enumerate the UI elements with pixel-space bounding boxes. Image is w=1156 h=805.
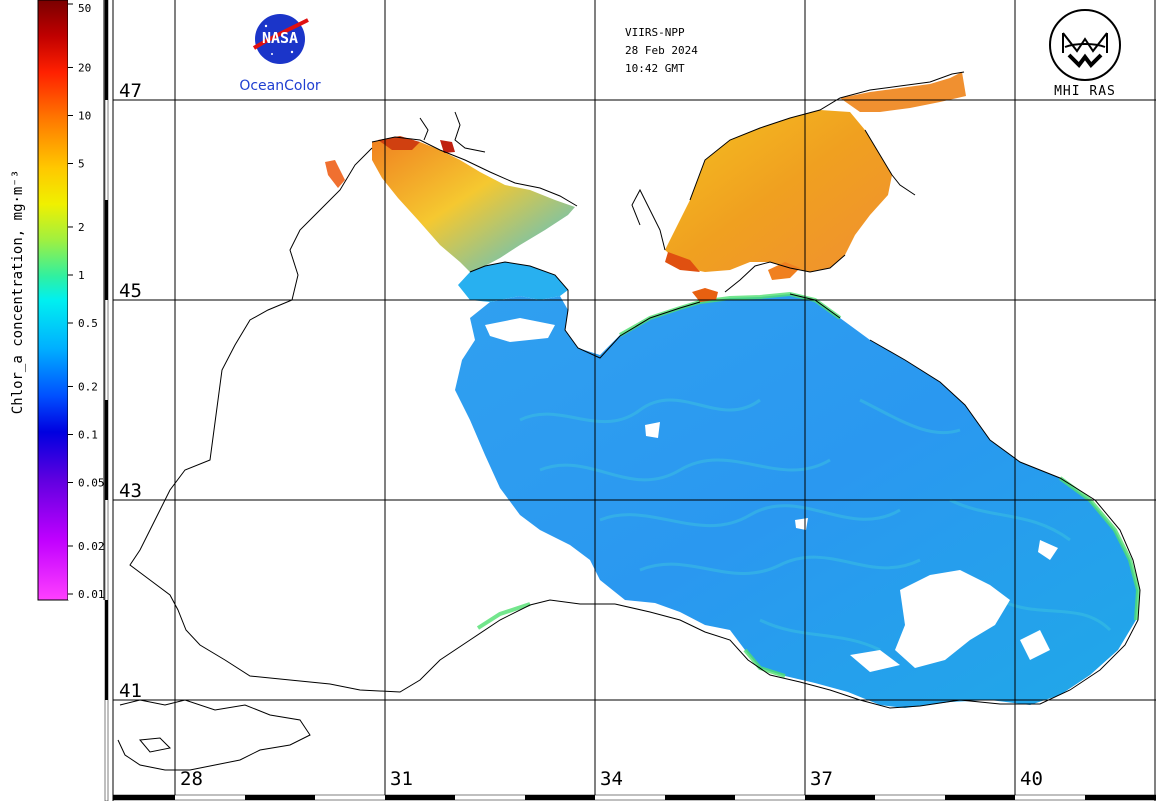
azov-sea-chlorophyll bbox=[665, 110, 892, 272]
nw-shelf-chlorophyll bbox=[372, 138, 575, 272]
graticule bbox=[113, 0, 1156, 801]
latitude-labels: 47 45 43 41 bbox=[119, 80, 142, 702]
colorbar-ticks: 50 20 10 5 2 1 0.5 0.2 0.1 0.05 0.02 0.01 bbox=[68, 2, 105, 601]
date-label: 28 Feb 2024 bbox=[625, 44, 698, 57]
mhi-ras-block: MHI RAS bbox=[1045, 8, 1125, 100]
colorbar-label-panel bbox=[68, 0, 104, 600]
kerch-strait-patch bbox=[768, 262, 800, 280]
lat-label-45: 45 bbox=[119, 280, 142, 302]
lon-label-40: 40 bbox=[1020, 768, 1043, 790]
colorbar-tick-label: 0.05 bbox=[78, 477, 105, 490]
coastlines bbox=[117, 71, 1141, 771]
colorbar-tick-label: 0.1 bbox=[78, 428, 98, 441]
cloud-gaps bbox=[485, 318, 1058, 672]
dnieper-estuary bbox=[440, 140, 455, 153]
colorbar-tick-label: 0.02 bbox=[78, 540, 105, 553]
nasa-meatball-icon: NASA bbox=[252, 14, 309, 64]
lon-label-31: 31 bbox=[390, 768, 413, 790]
taganrog-bay bbox=[840, 72, 966, 112]
azov-kerch-patch bbox=[692, 288, 718, 302]
lon-label-37: 37 bbox=[810, 768, 833, 790]
colorbar-tick-label: 10 bbox=[78, 109, 91, 122]
time-label: 10:42 GMT bbox=[625, 62, 685, 75]
mhi-ras-caption: MHI RAS bbox=[1054, 84, 1116, 99]
lon-label-34: 34 bbox=[600, 768, 623, 790]
colorbar-tick-label: 1 bbox=[78, 269, 85, 282]
colorbar-title: Chlor_a concentration, mg·m⁻³ bbox=[10, 169, 26, 415]
dnieper-bay-highchl bbox=[378, 136, 420, 150]
colorbar-tick-label: 0.01 bbox=[78, 588, 105, 601]
colorbar-tick-label: 50 bbox=[78, 2, 91, 15]
colorbar-tick-label: 5 bbox=[78, 158, 85, 171]
colorbar-tick-label: 2 bbox=[78, 221, 85, 234]
azov-south-highchl bbox=[665, 252, 700, 272]
longitude-labels: 28 31 34 37 40 bbox=[180, 768, 1043, 790]
chlorophyll-eddies bbox=[519, 398, 1112, 652]
sensor-label: VIIRS-NPP bbox=[625, 26, 685, 39]
colorbar-gradient bbox=[37, 0, 69, 601]
nasa-oceancolor-logo: NASA OceanColor bbox=[225, 10, 335, 100]
bottom-axis-rail bbox=[112, 794, 1156, 801]
svg-text:NASA: NASA bbox=[262, 29, 298, 47]
mhi-ras-logo bbox=[1049, 9, 1121, 81]
oceancolor-caption: OceanColor bbox=[239, 78, 321, 94]
colorbar-tick-label: 0.2 bbox=[78, 380, 98, 393]
lat-label-43: 43 bbox=[119, 480, 142, 502]
nw-shelf-edge bbox=[458, 262, 568, 302]
lat-label-47: 47 bbox=[119, 80, 142, 102]
lat-label-41: 41 bbox=[119, 680, 142, 702]
odesa-coast-strip bbox=[325, 160, 345, 188]
image-metadata: VIIRS-NPP 28 Feb 2024 10:42 GMT bbox=[625, 24, 765, 78]
colorbar-tick-label: 0.5 bbox=[78, 317, 98, 330]
left-axis-rail bbox=[104, 0, 114, 802]
colorbar-tick-label: 20 bbox=[78, 61, 91, 74]
lon-label-28: 28 bbox=[180, 768, 203, 790]
